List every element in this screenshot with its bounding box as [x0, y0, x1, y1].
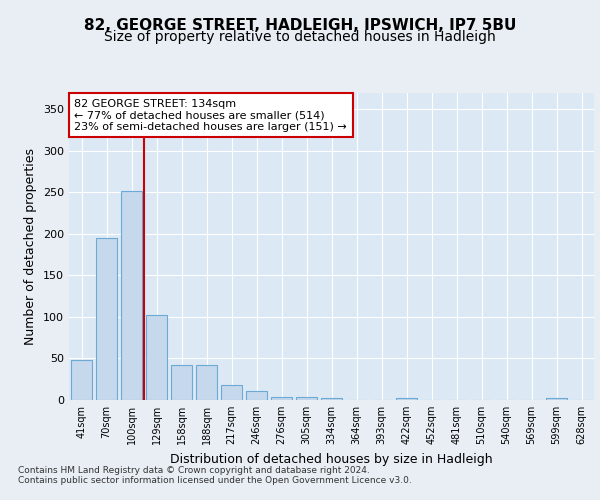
Bar	[321, 398, 342, 400]
X-axis label: Distribution of detached houses by size in Hadleigh: Distribution of detached houses by size …	[170, 452, 493, 466]
Bar	[146, 315, 167, 400]
Bar	[271, 396, 292, 400]
Bar	[96, 238, 117, 400]
Bar	[71, 360, 92, 400]
Bar	[296, 396, 317, 400]
Bar	[121, 190, 142, 400]
Text: 82, GEORGE STREET, HADLEIGH, IPSWICH, IP7 5BU: 82, GEORGE STREET, HADLEIGH, IPSWICH, IP…	[84, 18, 516, 32]
Text: Contains HM Land Registry data © Crown copyright and database right 2024.
Contai: Contains HM Land Registry data © Crown c…	[18, 466, 412, 485]
Text: Size of property relative to detached houses in Hadleigh: Size of property relative to detached ho…	[104, 30, 496, 44]
Bar	[246, 391, 267, 400]
Bar	[196, 365, 217, 400]
Y-axis label: Number of detached properties: Number of detached properties	[25, 148, 37, 345]
Bar	[396, 398, 417, 400]
Bar	[171, 365, 192, 400]
Bar	[221, 385, 242, 400]
Text: 82 GEORGE STREET: 134sqm
← 77% of detached houses are smaller (514)
23% of semi-: 82 GEORGE STREET: 134sqm ← 77% of detach…	[74, 98, 347, 132]
Bar	[546, 398, 567, 400]
